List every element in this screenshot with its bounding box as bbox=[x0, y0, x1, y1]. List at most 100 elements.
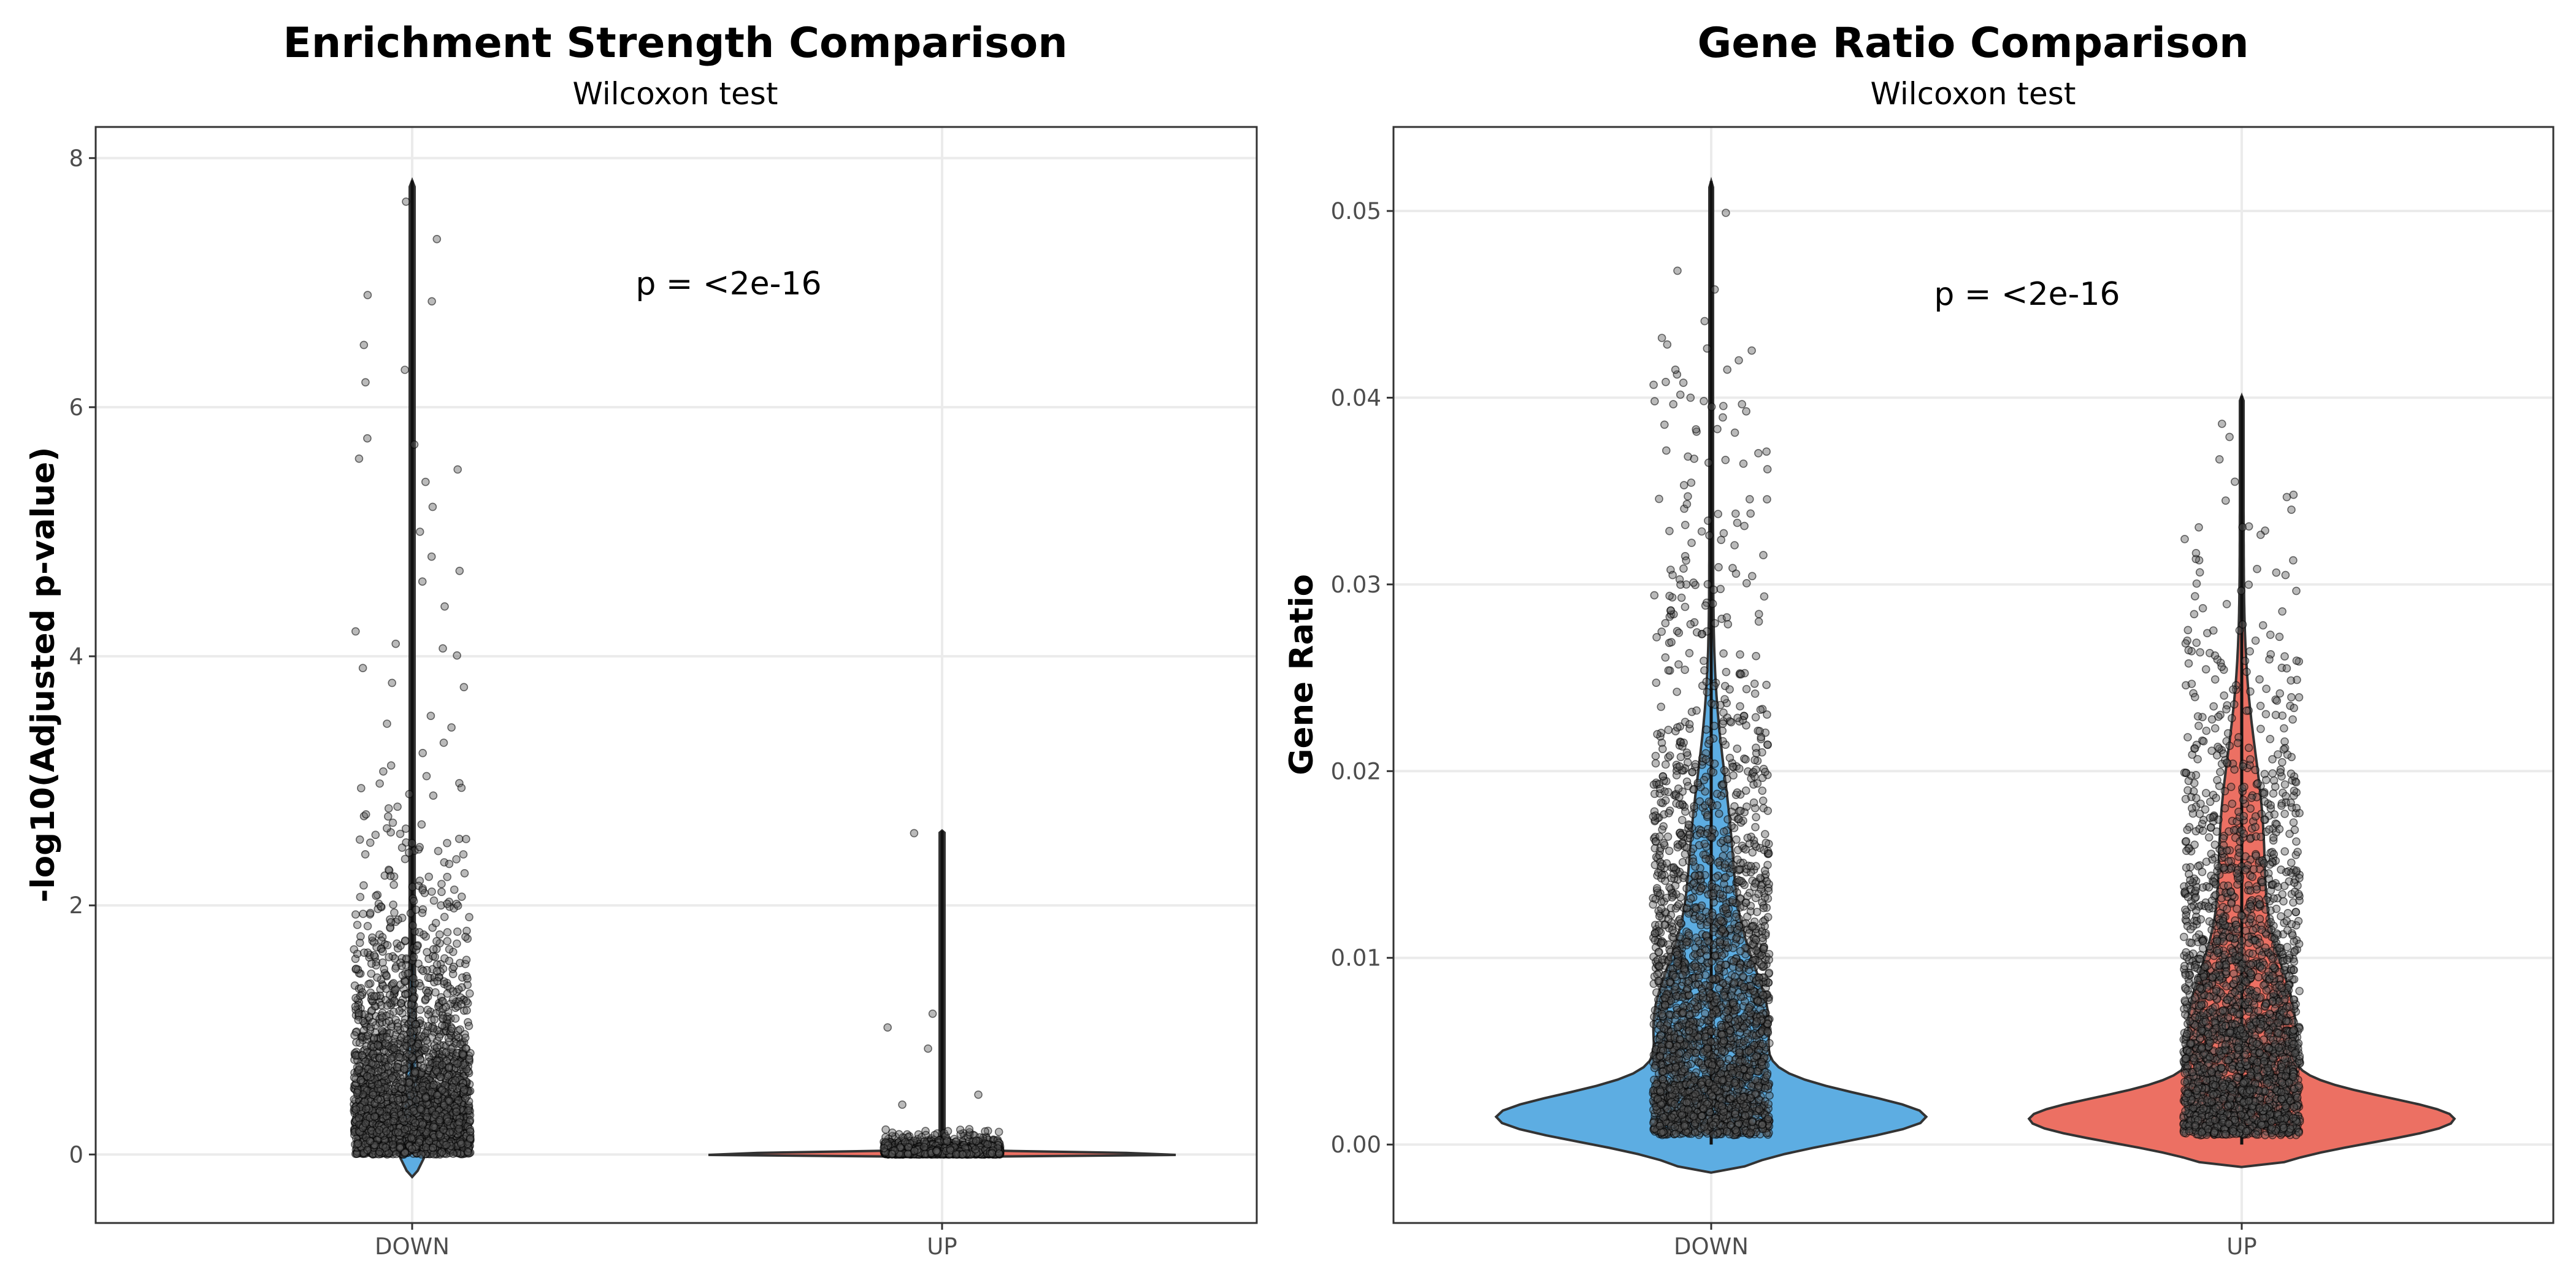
data-point bbox=[459, 683, 469, 692]
data-point bbox=[410, 1068, 420, 1076]
data-point bbox=[401, 1148, 410, 1157]
data-point bbox=[898, 1100, 907, 1109]
data-point bbox=[388, 1140, 397, 1149]
panel-title: Enrichment Strength Comparison bbox=[283, 19, 1067, 67]
data-point bbox=[389, 880, 398, 889]
data-point bbox=[355, 1038, 364, 1047]
data-point bbox=[464, 1021, 473, 1030]
data-point bbox=[453, 939, 461, 948]
data-point bbox=[407, 1144, 416, 1153]
data-point bbox=[364, 979, 373, 989]
data-point bbox=[405, 789, 414, 799]
data-point bbox=[361, 810, 370, 819]
data-point bbox=[432, 234, 442, 243]
data-point bbox=[460, 1086, 469, 1094]
data-point bbox=[437, 887, 446, 896]
data-point bbox=[421, 995, 430, 1003]
data-point bbox=[924, 1044, 932, 1053]
data-point bbox=[351, 964, 361, 973]
data-point bbox=[972, 1137, 981, 1145]
data-point bbox=[1685, 649, 1694, 657]
data-point bbox=[374, 1040, 382, 1049]
data-point bbox=[920, 1143, 929, 1151]
data-point bbox=[377, 936, 386, 945]
data-point bbox=[359, 881, 368, 890]
data-point bbox=[994, 1127, 1003, 1137]
data-point bbox=[393, 1022, 402, 1031]
data-point bbox=[424, 1057, 433, 1067]
data-point bbox=[394, 1128, 402, 1137]
data-point bbox=[355, 454, 364, 463]
data-point bbox=[453, 901, 462, 910]
data-point bbox=[1720, 695, 1729, 703]
data-point bbox=[401, 990, 410, 999]
data-point bbox=[375, 779, 384, 788]
data-point bbox=[393, 1063, 402, 1071]
data-point bbox=[382, 1127, 391, 1136]
data-point bbox=[363, 1146, 372, 1154]
data-point bbox=[388, 678, 397, 688]
data-point bbox=[443, 838, 451, 848]
data-point bbox=[409, 953, 418, 962]
data-point bbox=[454, 834, 464, 843]
data-point bbox=[353, 949, 362, 958]
data-point bbox=[407, 1133, 416, 1142]
data-point bbox=[1740, 521, 1749, 531]
gene-ratio-panel: Gene Ratio Comparison Wilcoxon test 0.00… bbox=[1283, 19, 2555, 1260]
data-point bbox=[454, 1124, 464, 1133]
data-point bbox=[354, 1016, 363, 1024]
data-point bbox=[1719, 708, 1728, 717]
y-tick-label: 4 bbox=[69, 643, 83, 670]
data-point bbox=[382, 824, 391, 833]
data-point bbox=[444, 1033, 453, 1043]
range-lines bbox=[410, 180, 944, 1155]
data-point bbox=[1658, 825, 1666, 834]
data-point bbox=[405, 1028, 415, 1037]
data-point bbox=[1681, 521, 1690, 529]
data-point bbox=[361, 850, 370, 859]
data-point bbox=[429, 791, 438, 800]
data-point bbox=[453, 651, 461, 660]
data-point bbox=[424, 872, 434, 881]
data-point bbox=[384, 1062, 393, 1071]
jitter-points bbox=[350, 197, 1005, 1159]
data-point bbox=[418, 1086, 427, 1095]
data-point bbox=[356, 991, 365, 1000]
data-point bbox=[427, 552, 436, 561]
data-point bbox=[450, 885, 459, 894]
data-point bbox=[466, 1127, 475, 1136]
data-point bbox=[368, 933, 377, 942]
data-point bbox=[423, 1113, 431, 1122]
data-point bbox=[397, 843, 407, 852]
data-point bbox=[1761, 830, 1769, 838]
data-point bbox=[393, 802, 402, 811]
data-point bbox=[369, 1091, 378, 1099]
data-point bbox=[1723, 365, 1731, 374]
data-point bbox=[390, 908, 399, 917]
data-point bbox=[1742, 684, 1751, 694]
panel-title: Gene Ratio Comparison bbox=[1697, 19, 2248, 67]
data-point bbox=[394, 915, 402, 924]
range-lines bbox=[1709, 181, 2244, 1145]
data-point bbox=[440, 977, 448, 986]
data-point bbox=[1662, 377, 1670, 386]
data-point bbox=[386, 761, 396, 770]
data-point bbox=[1669, 400, 1677, 408]
data-point bbox=[461, 1033, 470, 1042]
data-point bbox=[401, 366, 409, 374]
data-point bbox=[409, 1107, 418, 1116]
data-point bbox=[451, 1014, 460, 1023]
data-point bbox=[452, 1108, 461, 1116]
data-point bbox=[464, 1148, 472, 1157]
data-point bbox=[1731, 509, 1740, 518]
data-point bbox=[432, 967, 442, 976]
data-point bbox=[378, 1026, 386, 1035]
data-point bbox=[398, 1114, 407, 1123]
data-point bbox=[370, 992, 379, 1001]
data-point bbox=[983, 1140, 992, 1149]
data-point bbox=[1730, 428, 1739, 437]
data-point bbox=[971, 1145, 980, 1154]
data-point bbox=[439, 1014, 447, 1023]
data-point bbox=[432, 1091, 442, 1099]
